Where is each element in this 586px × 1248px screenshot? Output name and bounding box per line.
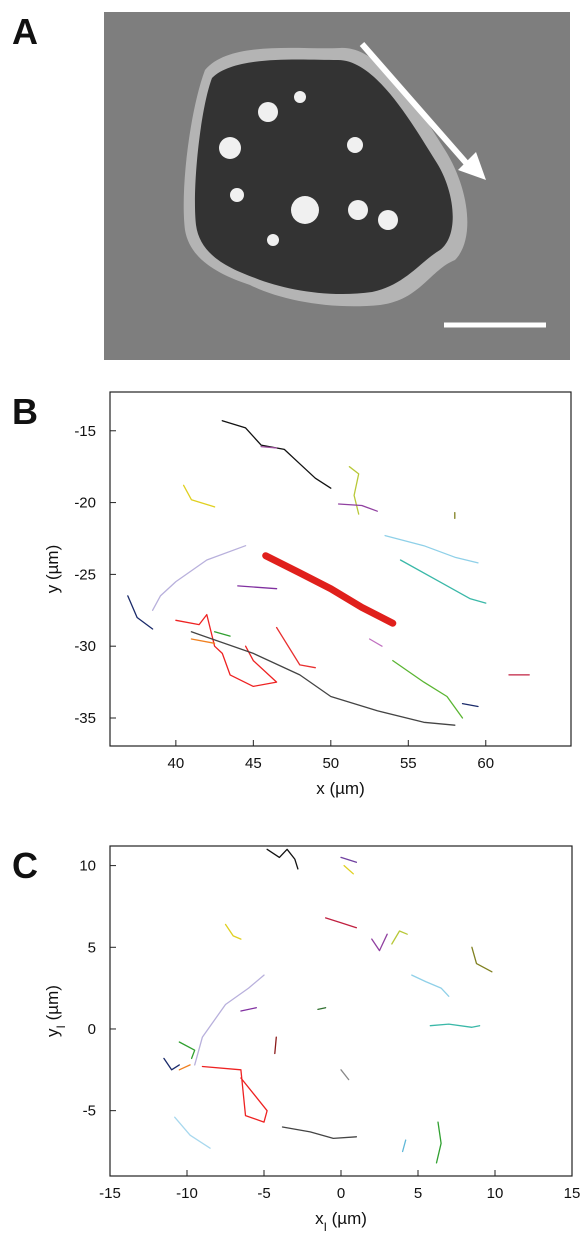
label-part: y [43,1028,62,1037]
trajectory [174,1116,211,1149]
x-tick-label: -15 [99,1185,121,1202]
x-tick-label: 40 [168,755,185,772]
trajectory [471,946,493,973]
y-axis-label: yI (µm) [43,985,68,1037]
y-tick-label: -20 [74,495,96,512]
panel-label: A [12,11,38,52]
plot-frame [109,845,573,1177]
x-tick-label: 10 [487,1185,504,1202]
trajectory [461,702,479,708]
x-tick-label: 15 [564,1185,581,1202]
trajectory [340,856,358,863]
panel-label: B [12,391,38,432]
y-tick-label: -25 [74,566,96,583]
label-part: x (µm) [316,779,365,798]
x-tick-label: 45 [245,755,262,772]
x-tick-label: 60 [477,755,494,772]
trajectory [368,638,383,647]
trajectory [340,1069,350,1081]
trajectory [194,974,265,1066]
y-tick-label: -30 [74,638,96,655]
trajectory [391,930,408,945]
label-part: (µm) [327,1209,367,1228]
micrograph [104,12,570,360]
trajectory [224,923,242,940]
label-part: (µm) [43,985,62,1025]
cell-body [194,59,453,295]
x-tick-label: 0 [337,1185,345,1202]
trajectory [262,552,397,627]
x-tick-label: -10 [176,1185,198,1202]
trajectory [384,534,479,564]
trajectory [399,559,487,604]
trajectory [213,631,231,637]
chart: 40 45 50 55 60 -15 -20 -25 -30 -35 x (µm) y (µm) [43,391,572,798]
x-tick-label: 5 [414,1185,422,1202]
trajectory [237,585,278,590]
y-tick-label: 0 [88,1021,96,1038]
trajectory [190,638,216,644]
trajectory [190,631,456,726]
trajectory [275,626,316,669]
label-part: y (µm) [43,545,62,594]
y-tick-label: 10 [79,858,96,875]
x-tick-label: 50 [322,755,339,772]
trajectory [127,595,154,630]
trajectory [260,445,278,449]
y-tick-label: -15 [74,423,96,440]
trajectory [371,933,388,952]
trajectory [178,1064,191,1071]
x-tick-label: -5 [257,1185,270,1202]
trajectory [175,613,278,688]
granules [219,91,398,246]
y-tick-label: -5 [83,1103,96,1120]
trajectory [178,1041,196,1060]
trajectory [182,484,216,508]
trajectory [151,545,247,611]
trajectory [281,1126,358,1140]
trajectory [201,1065,268,1123]
trajectory [337,503,378,512]
trajectory [429,1023,481,1028]
trajectory [163,1057,180,1071]
label-part: x [315,1209,324,1228]
trajectory [240,1007,257,1012]
label-part: I [324,1220,327,1234]
trajectory [317,1007,327,1011]
y-axis-label: y (µm) [43,545,62,594]
trajectory [401,1139,407,1153]
trajectory [274,1036,277,1055]
trajectory [411,974,450,997]
label-part: I [54,1025,68,1028]
y-tick-label: -35 [74,710,96,727]
trajectory [266,848,299,870]
y-tick-label: 5 [88,939,96,956]
trajectory [324,917,358,929]
trajectory [392,659,464,719]
panel-label: C [12,845,38,886]
direction-arrow [359,42,486,180]
plot-frame [109,391,572,747]
x-axis-label: x (µm) [316,779,365,798]
trajectory [221,420,332,489]
x-tick-label: 55 [400,755,417,772]
trajectory [348,466,360,515]
x-axis-label: xI (µm) [315,1209,367,1234]
trajectory [435,1121,442,1164]
trajectory [343,864,354,875]
